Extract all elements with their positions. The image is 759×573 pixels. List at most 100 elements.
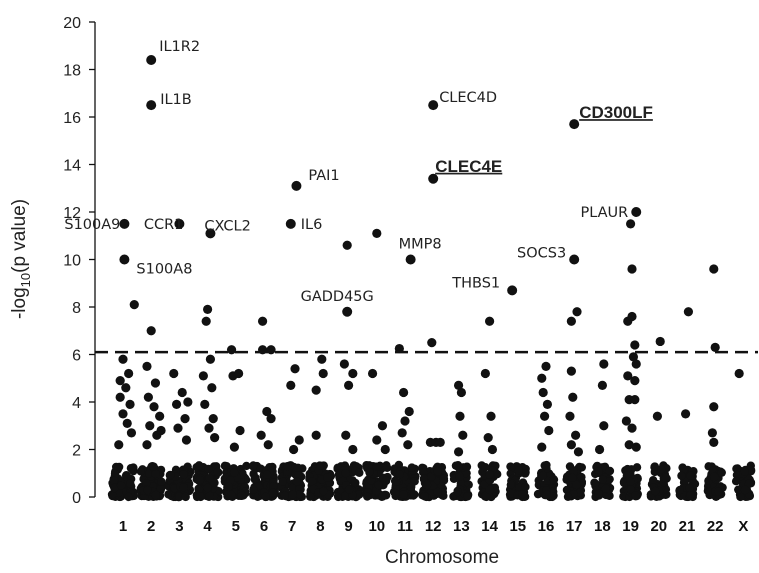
- background-variant-dot: [249, 485, 258, 494]
- background-variant-dot: [292, 477, 301, 486]
- background-variant-dot: [453, 487, 462, 497]
- variant-dot: [311, 430, 321, 440]
- variant-dot: [537, 442, 547, 452]
- background-variant-dot: [731, 477, 741, 486]
- variant-dot: [537, 373, 547, 383]
- background-variant-dot: [355, 468, 364, 477]
- background-variant-dot: [126, 463, 136, 473]
- labeled-variant-dot: [428, 173, 439, 184]
- background-variant-dot: [433, 467, 442, 476]
- background-variant-dot: [382, 463, 392, 473]
- y-axis-title-main: -log: [9, 287, 30, 319]
- gene-label-thbs1: THBS1: [451, 275, 500, 291]
- labeled-variant-dot: [342, 306, 353, 317]
- background-variant-dot: [295, 490, 304, 499]
- background-variant-dot: [594, 489, 603, 499]
- background-variant-dot: [462, 462, 472, 471]
- variant-dot: [234, 368, 244, 379]
- background-variant-dot: [623, 464, 632, 474]
- background-variant-dot: [677, 471, 686, 480]
- chromosome-label: 19: [622, 518, 639, 535]
- background-variant-dot: [427, 472, 436, 481]
- labeled-variant-dot: [119, 218, 130, 229]
- y-axis: 0 2 4 6 8 10 12 14 16 18 20: [63, 15, 96, 507]
- variant-dot: [630, 340, 640, 350]
- background-variant-dot: [481, 463, 490, 472]
- background-variant-dot: [288, 483, 298, 493]
- labeled-variant-dot: [146, 55, 157, 65]
- variant-dot: [539, 411, 550, 421]
- background-variant-dot: [374, 480, 383, 490]
- background-variant-dot: [601, 484, 611, 493]
- variant-dot: [631, 442, 641, 452]
- background-variant-dot: [740, 467, 749, 476]
- background-variant-dot: [619, 492, 628, 501]
- background-variant-dot: [355, 490, 364, 499]
- background-variant-dot: [391, 488, 400, 498]
- variant-dot: [201, 316, 211, 326]
- background-variant-dot: [195, 475, 205, 485]
- gene-label-gadd45g: GADD45G: [301, 289, 374, 305]
- background-variant-dot: [213, 467, 222, 477]
- background-variant-dot: [575, 488, 585, 497]
- background-variant-dot: [181, 492, 190, 502]
- background-variant-dot: [341, 469, 350, 478]
- variant-dot: [627, 423, 637, 433]
- background-variant-dot: [439, 474, 449, 483]
- variant-dot: [266, 345, 276, 355]
- y-tick-label: 14: [63, 158, 81, 175]
- background-variant-dot: [143, 485, 152, 495]
- variant-dot: [145, 421, 155, 431]
- x-axis-title: Chromosome: [385, 547, 499, 568]
- background-variant-dot: [107, 490, 117, 499]
- variant-dot: [142, 361, 152, 371]
- variant-dot: [339, 359, 349, 369]
- variant-dot: [403, 440, 413, 450]
- variant-dot: [115, 392, 125, 402]
- labeled-variant-dot: [291, 180, 302, 191]
- labeled-variant-dots: [119, 55, 642, 317]
- variant-dot: [594, 444, 605, 455]
- background-variant-dot: [124, 492, 133, 502]
- variant-dot: [367, 368, 378, 379]
- background-variant-dot: [179, 470, 188, 479]
- background-variant-dot: [406, 482, 416, 492]
- background-variant-dot: [351, 478, 360, 488]
- variant-dot: [129, 300, 139, 310]
- labeled-variant-dot: [507, 285, 518, 296]
- variant-dot: [627, 264, 637, 274]
- variant-dot: [483, 433, 493, 443]
- background-variant-dot: [631, 491, 640, 500]
- variant-dot: [709, 402, 719, 412]
- background-variant-dot: [422, 480, 432, 490]
- variant-dot: [208, 414, 218, 424]
- y-axis-title-rest: (p value): [9, 199, 30, 273]
- variant-dot: [143, 392, 153, 402]
- y-tick-label: 18: [63, 63, 81, 80]
- background-variant-dot: [249, 461, 258, 470]
- chromosome-label: 2: [147, 518, 155, 535]
- gene-label-il1r2: IL1R2: [159, 39, 200, 55]
- variant-dot: [266, 414, 276, 424]
- background-variant-dot: [485, 470, 494, 479]
- variant-dot: [200, 399, 210, 409]
- variant-dot: [400, 416, 410, 426]
- variant-dot: [456, 387, 466, 398]
- gene-label-s100a9: S100A9: [64, 217, 120, 233]
- background-variant-dot: [283, 461, 292, 471]
- background-variant-dot: [568, 473, 577, 482]
- background-variant-dot: [619, 478, 629, 488]
- labeled-variant-dot: [569, 119, 580, 130]
- labeled-variant-dot: [428, 100, 439, 111]
- variant-dot: [318, 368, 328, 379]
- variant-dot: [709, 264, 719, 274]
- background-variant-dot: [151, 469, 160, 479]
- gene-label-mmp8: MMP8: [399, 237, 442, 253]
- labeled-variant-dot: [285, 218, 296, 229]
- background-variant-dot: [204, 464, 213, 474]
- background-variant-dot: [205, 491, 215, 501]
- variant-dot: [624, 440, 634, 450]
- gene-label-cxcl2: CXCL2: [204, 218, 250, 234]
- background-variant-dot: [520, 469, 530, 478]
